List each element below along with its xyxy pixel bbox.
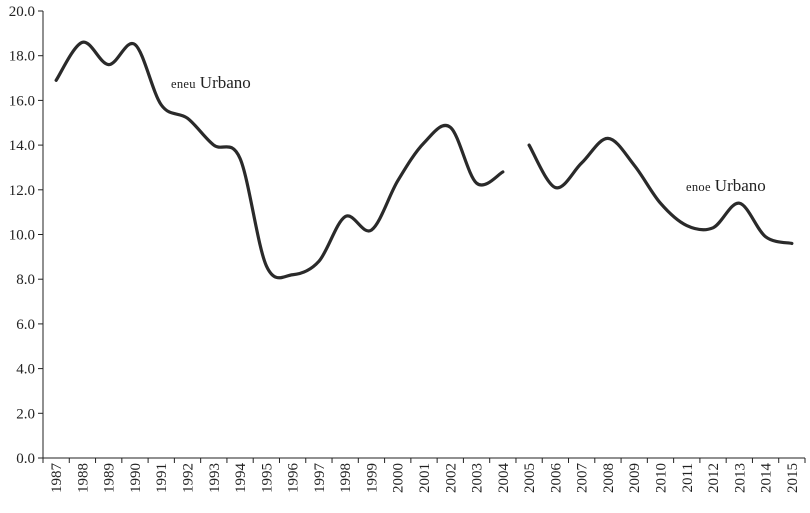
y-tick-label: 18.0 xyxy=(9,49,35,65)
x-tick-label: 1987 xyxy=(49,463,65,494)
x-tick-label: 2002 xyxy=(443,463,459,493)
x-tick-label: 1993 xyxy=(207,463,223,493)
x-tick-label: 2005 xyxy=(522,463,538,493)
y-tick-label: 4.0 xyxy=(16,362,35,378)
x-tick-label: 1991 xyxy=(154,463,170,493)
x-tick-label: 2008 xyxy=(601,463,617,493)
x-tick-label: 1990 xyxy=(128,463,144,493)
x-tick-label: 2012 xyxy=(706,463,722,493)
axes xyxy=(42,11,805,459)
y-tick-label: 10.0 xyxy=(9,228,35,244)
y-tick-label: 0.0 xyxy=(16,451,35,467)
x-tick-label: 1997 xyxy=(312,463,328,494)
x-axis-ticks: 1987 1988 1989 1990 1991 1992 1993 1994 1995 1996… xyxy=(42,458,806,494)
x-tick-label: 1996 xyxy=(286,463,302,494)
y-tick-label: 16.0 xyxy=(9,93,35,109)
x-tick-label: 1999 xyxy=(364,463,380,493)
x-tick-label: 2006 xyxy=(548,463,564,494)
x-tick-label: 2007 xyxy=(575,463,591,494)
x-tick-label: 1989 xyxy=(102,463,118,493)
x-tick-label: 2009 xyxy=(627,463,643,493)
series-label-enoe: enoe Urbano xyxy=(686,176,766,195)
x-tick-label: 1992 xyxy=(181,463,197,493)
x-tick-label: 1988 xyxy=(75,463,91,493)
x-tick-label: 2015 xyxy=(785,463,801,493)
x-tick-label: 1995 xyxy=(259,463,275,493)
y-tick-label: 14.0 xyxy=(9,138,35,154)
x-tick-label: 2011 xyxy=(680,463,696,492)
x-tick-label: 2000 xyxy=(391,463,407,493)
x-tick-label: 1994 xyxy=(233,463,249,494)
y-tick-label: 12.0 xyxy=(9,183,35,199)
series-lines xyxy=(54,40,794,280)
x-tick-label: 2013 xyxy=(732,463,748,493)
y-tick-label: 20.0 xyxy=(9,4,35,20)
x-tick-label: 2004 xyxy=(496,463,512,494)
x-tick-label: 2010 xyxy=(653,463,669,493)
y-tick-label: 8.0 xyxy=(16,272,35,288)
y-axis-ticks: 0.0 2.0 4.0 6.0 8.0 10.0 12.0 14.0 16.0 18.0 20.0 xyxy=(9,4,43,467)
series-line-enoe xyxy=(527,136,794,246)
y-tick-label: 2.0 xyxy=(16,406,35,422)
x-tick-label: 2003 xyxy=(470,463,486,493)
y-tick-label: 6.0 xyxy=(16,317,35,333)
series-label-eneu: eneu Urbano xyxy=(171,73,251,92)
x-tick-label: 1998 xyxy=(338,463,354,493)
series-line-eneu xyxy=(54,40,505,280)
x-tick-label: 2014 xyxy=(759,463,775,494)
x-tick-label: 2001 xyxy=(417,463,433,493)
